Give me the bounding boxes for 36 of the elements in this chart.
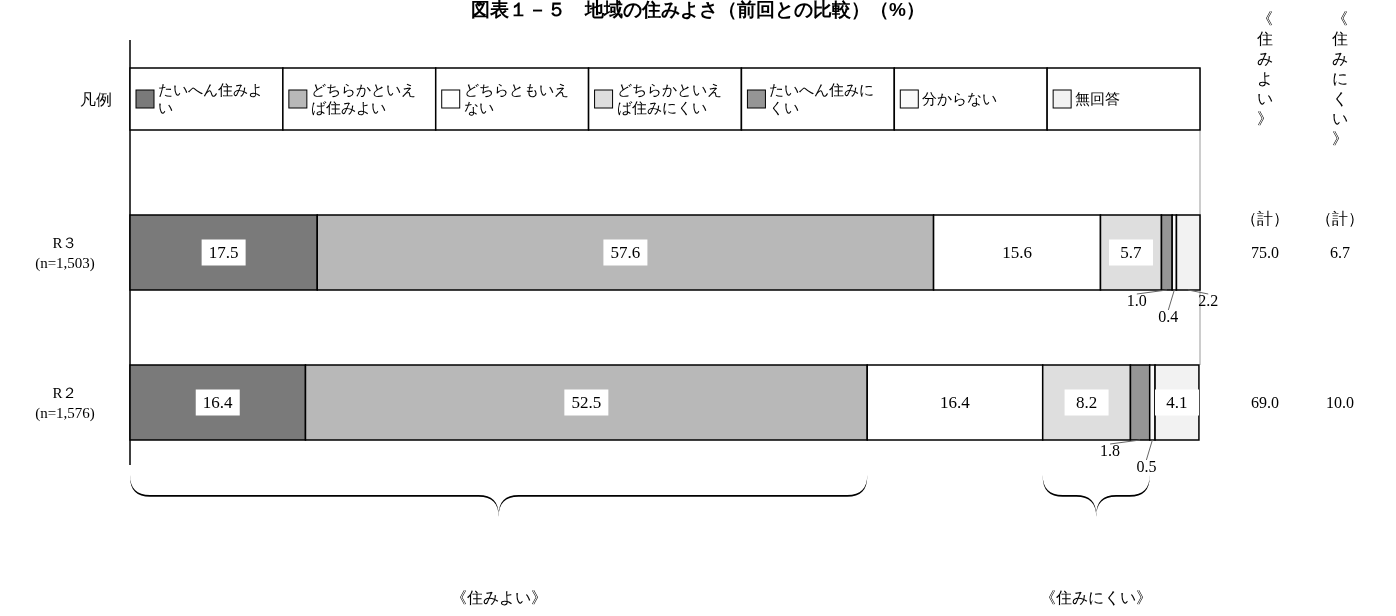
text: 69.0 xyxy=(1251,394,1279,411)
bar xyxy=(1175,214,1201,291)
legend-label: どちらかといえば住みにくい xyxy=(616,82,722,116)
legend-label: どちらともいえない xyxy=(463,82,569,116)
text: 《住みよい》 xyxy=(450,588,547,606)
y-tick-label: R２ (n=1,576) xyxy=(35,384,95,422)
text: 《住みよい》 xyxy=(1256,10,1273,127)
y-tick-label: R３ (n=1,503) xyxy=(35,234,95,272)
data-label: 4.1 xyxy=(1166,393,1188,412)
text: 《住みにくい》 xyxy=(1040,588,1153,606)
data-label: 1.8 xyxy=(1100,442,1121,459)
legend-label: 分からない xyxy=(922,91,998,107)
chart-title: 図表１－５ 地域の住みよさ（前回との比較）（%） xyxy=(471,0,925,20)
data-label: 1.0 xyxy=(1126,292,1147,309)
data-label: 8.2 xyxy=(1075,393,1098,412)
text: 凡例 xyxy=(80,90,112,108)
data-label: 2.2 xyxy=(1198,292,1219,309)
data-label: 5.7 xyxy=(1120,243,1143,262)
data-label: 16.4 xyxy=(940,393,971,412)
text: 《住みにくい》 xyxy=(1331,10,1348,147)
text: 75.0 xyxy=(1251,244,1279,261)
data-label: 0.4 xyxy=(1158,308,1179,325)
data-label: 0.5 xyxy=(1136,458,1157,475)
text: （計） xyxy=(1241,209,1289,227)
legend-label: 無回答 xyxy=(1075,91,1121,107)
text: 6.7 xyxy=(1330,244,1350,261)
data-label: 17.5 xyxy=(208,243,239,262)
data-label: 57.6 xyxy=(610,243,641,262)
legend-label: どちらかといえば住みよい xyxy=(310,82,416,116)
data-label: 15.6 xyxy=(1002,243,1032,262)
legend-label: たいへん住みにくい xyxy=(769,82,875,116)
text: 10.0 xyxy=(1326,394,1354,411)
text: （計） xyxy=(1316,209,1364,227)
data-label: 52.5 xyxy=(571,393,602,412)
data-label: 16.4 xyxy=(202,393,234,412)
legend-label: たいへん住みよい xyxy=(158,82,263,116)
